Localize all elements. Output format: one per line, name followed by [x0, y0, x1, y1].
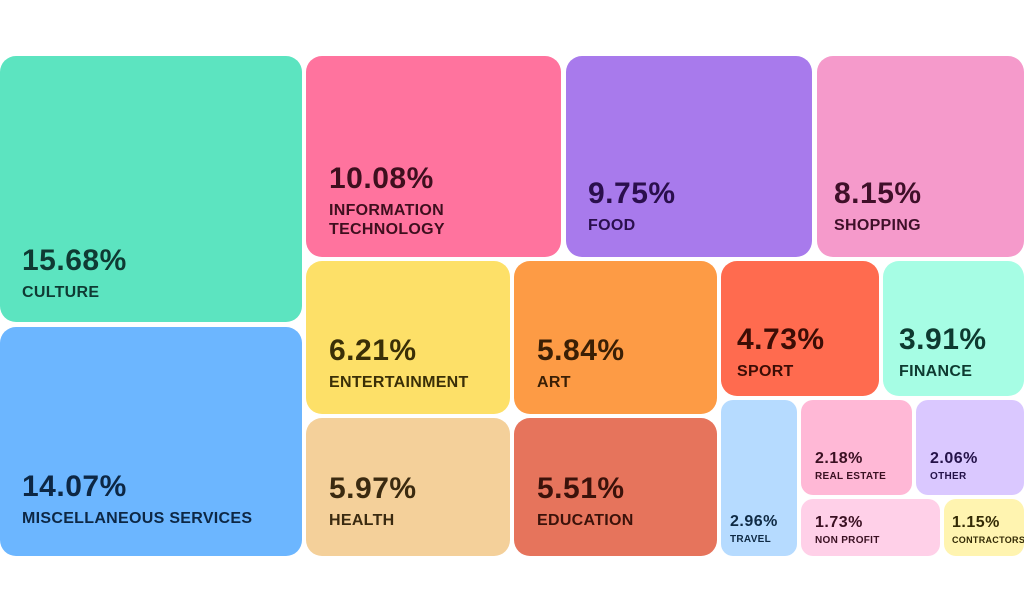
tile-value: 10.08%: [329, 162, 434, 196]
tile-label: CULTURE: [22, 283, 100, 301]
treemap-tile-misc: 14.07% MISCELLANEOUS SERVICES: [0, 327, 302, 556]
tile-label: CONTRACTORS: [952, 535, 1024, 546]
tile-label: ART: [537, 373, 571, 391]
tile-label: INFORMATION TECHNOLOGY: [329, 201, 445, 238]
tile-value: 6.21%: [329, 334, 417, 368]
tile-value: 14.07%: [22, 470, 127, 504]
tile-label: FOOD: [588, 216, 636, 234]
tile-value: 1.15%: [952, 514, 1000, 532]
tile-value: 5.84%: [537, 334, 625, 368]
tile-label: FINANCE: [899, 362, 973, 380]
tile-label: HEALTH: [329, 511, 395, 529]
tile-value: 15.68%: [22, 244, 127, 278]
treemap-tile-shopping: 8.15% SHOPPING: [817, 56, 1024, 257]
tile-value: 1.73%: [815, 514, 863, 532]
treemap-tile-travel: 2.96% TRAVEL: [721, 400, 797, 556]
treemap-tile-culture: 15.68% CULTURE: [0, 56, 302, 322]
tile-label: REAL ESTATE: [815, 471, 887, 482]
tile-label: ENTERTAINMENT: [329, 373, 469, 391]
treemap-tile-food: 9.75% FOOD: [566, 56, 812, 257]
tile-value: 5.97%: [329, 472, 417, 506]
treemap-tile-health: 5.97% HEALTH: [306, 418, 510, 556]
tile-label: EDUCATION: [537, 511, 634, 529]
treemap-tile-real-estate: 2.18% REAL ESTATE: [801, 400, 912, 495]
tile-label: SHOPPING: [834, 216, 921, 234]
tile-value: 5.51%: [537, 472, 625, 506]
tile-value: 2.18%: [815, 450, 863, 468]
treemap-tile-sport: 4.73% SPORT: [721, 261, 879, 396]
treemap-tile-art: 5.84% ART: [514, 261, 717, 414]
tile-value: 9.75%: [588, 177, 676, 211]
treemap-tile-entertainment: 6.21% ENTERTAINMENT: [306, 261, 510, 414]
tile-label: SPORT: [737, 362, 794, 380]
tile-value: 2.06%: [930, 450, 978, 468]
treemap-tile-it: 10.08% INFORMATION TECHNOLOGY: [306, 56, 561, 257]
tile-label: OTHER: [930, 471, 967, 482]
tile-label: MISCELLANEOUS SERVICES: [22, 509, 253, 527]
treemap-tile-other: 2.06% OTHER: [916, 400, 1024, 495]
tile-value: 8.15%: [834, 177, 922, 211]
tile-value: 4.73%: [737, 323, 825, 357]
tile-label: TRAVEL: [730, 534, 772, 545]
treemap-tile-finance: 3.91% FINANCE: [883, 261, 1024, 396]
tile-value: 3.91%: [899, 323, 987, 357]
treemap-tile-non-profit: 1.73% NON PROFIT: [801, 499, 940, 556]
tile-label: NON PROFIT: [815, 535, 880, 546]
treemap-tile-contractors: 1.15% CONTRACTORS: [944, 499, 1024, 556]
treemap-tile-education: 5.51% EDUCATION: [514, 418, 717, 556]
tile-value: 2.96%: [730, 513, 778, 531]
